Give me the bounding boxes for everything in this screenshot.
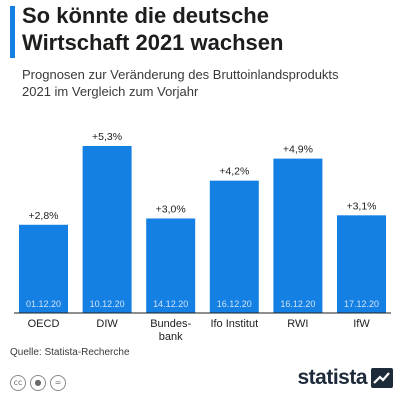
date-label: 10.12.20 xyxy=(90,299,125,309)
date-label: 16.12.20 xyxy=(217,299,252,309)
value-label: +5,3% xyxy=(92,131,122,143)
value-label: +4,9% xyxy=(283,144,313,156)
statista-mark-icon xyxy=(371,368,393,388)
date-label: 14.12.20 xyxy=(153,299,188,309)
cc-icon: cc xyxy=(10,375,26,391)
value-label: +3,0% xyxy=(156,203,186,215)
value-label: +4,2% xyxy=(219,166,249,178)
bar xyxy=(273,158,323,313)
category-label: Ifo Institut xyxy=(210,318,258,330)
date-label: 16.12.20 xyxy=(280,299,315,309)
date-label: 01.12.20 xyxy=(26,299,61,309)
value-label: +3,1% xyxy=(346,200,376,212)
chart-subtitle: Prognosen zur Veränderung des Bruttoinla… xyxy=(22,67,339,99)
bar xyxy=(337,215,386,313)
category-label: bank xyxy=(159,331,183,343)
bar xyxy=(146,218,196,313)
license-icons: cc ● = xyxy=(10,372,70,391)
chart-title: So könnte die deutsche Wirtschaft 2021 w… xyxy=(22,3,284,55)
source-note: Quelle: Statista-Recherche xyxy=(10,347,130,358)
category-label: RWI xyxy=(287,318,308,330)
category-label: IfW xyxy=(353,318,370,330)
brand-name: statista xyxy=(297,366,367,389)
value-label: +2,8% xyxy=(28,210,58,222)
title-accent-bar xyxy=(10,6,15,58)
category-label: Bundes- xyxy=(150,318,191,330)
date-label: 17.12.20 xyxy=(344,299,379,309)
person-icon: ● xyxy=(30,375,46,391)
equals-icon: = xyxy=(50,375,66,391)
bar xyxy=(19,224,68,313)
category-label: OECD xyxy=(28,318,60,330)
category-label: DIW xyxy=(96,318,118,330)
bar xyxy=(82,146,132,313)
bar xyxy=(209,180,259,313)
statista-logo: statista xyxy=(297,366,393,390)
